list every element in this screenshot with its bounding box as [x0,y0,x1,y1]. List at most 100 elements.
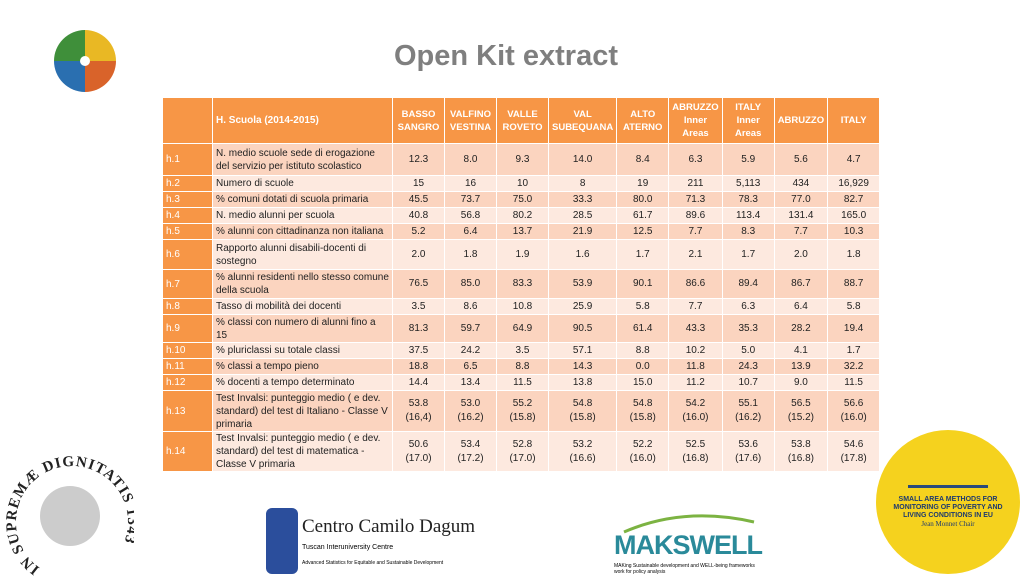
column-header-line: Inner [683,115,708,126]
row-id: h.9 [163,315,213,342]
value-cell: 52.5 (16.8) [669,432,723,471]
value-cell: 8 [549,176,618,191]
value-cell: 89.4 [722,270,775,298]
row-label: Test Invalsi: punteggio medio ( e dev. s… [213,432,393,471]
value-cell: 1.8 [828,240,881,269]
column-header-line: ATERNO [623,121,663,133]
value-cell: 4.7 [828,144,881,175]
value-cell: 11.8 [669,359,723,374]
dagum-logo: Centro Camilo Dagum Tuscan Interuniversi… [266,508,475,574]
value-cell: 6.5 [445,359,497,374]
value-sd: (16.2) [457,412,484,423]
column-header: ITALY Inner Areas [722,98,775,143]
value-cell: 1.8 [445,240,497,269]
value-mean: 52.2 [633,438,653,450]
value-cell: 24.3 [722,359,775,374]
value-cell: 113.4 [722,208,775,223]
value-cell: 37.5 [393,343,445,358]
value-cell: 15.0 [617,375,670,390]
makswell-logo: MAKSWELL MAKing Sustainable development … [614,510,764,575]
value-mean: 53.8 [791,438,811,450]
table-row: h.6 Rapporto alunni disabili-docenti di s… [163,240,881,269]
value-mean: 53.0 [460,398,481,409]
header-id-cell [163,98,213,143]
value-cell: 19.4 [828,315,881,342]
value-cell: 45.5 [393,192,445,207]
value-cell: 75.0 [497,192,549,207]
value-cell: 53.8 (16,4) [393,391,445,431]
value-sd: (17.0) [509,452,536,464]
value-cell: 13.4 [445,375,497,390]
value-cell: 5,113 [722,176,775,191]
value-cell: 52.2 (16.0) [617,432,670,471]
row-label: Test Invalsi: punteggio medio ( e dev. s… [213,391,393,431]
value-cell: 7.7 [669,299,723,314]
value-cell: 11.2 [669,375,723,390]
column-header-line: Areas [682,128,709,139]
value-cell: 14.3 [549,359,618,374]
value-cell: 53.2 (16.6) [549,432,618,471]
row-id: h.2 [163,176,213,191]
column-header: BASSO SANGRO [393,98,445,143]
column-header-line: ALTO [630,108,656,120]
value-cell: 28.5 [549,208,618,223]
top-left-logo [54,30,116,92]
value-cell: 80.0 [617,192,670,207]
row-label: N. medio scuole sede di erogazione del s… [213,144,393,175]
sam-text: SMALL AREA METHODS FOR MONITORING OF POV… [893,496,1003,519]
value-cell: 18.8 [393,359,445,374]
value-cell: 6.4 [774,299,829,314]
value-cell: 5.0 [722,343,775,358]
value-cell: 43.3 [669,315,723,342]
value-cell: 53.8 (16.8) [774,432,829,471]
column-header-line: ROVETO [502,121,543,133]
value-cell: 85.0 [445,270,497,298]
value-cell: 5.2 [393,224,445,239]
row-label: % classi a tempo pieno [213,359,393,374]
value-mean: 54.6 [843,438,864,450]
value-cell: 53.4 (17.2) [445,432,497,471]
value-mean: 55.2 [512,398,533,409]
value-cell: 19 [617,176,670,191]
value-cell: 90.1 [617,270,670,298]
value-sd: (15.8) [629,412,656,423]
value-cell: 10.2 [669,343,723,358]
column-header-line: SANGRO [397,121,440,133]
value-cell: 90.5 [549,315,618,342]
value-cell: 61.7 [617,208,670,223]
value-cell: 56.6 (16.0) [828,391,881,431]
value-sd: (15.2) [787,412,814,423]
column-header: VALLE ROVETO [497,98,549,143]
column-header-line: Areas [734,128,762,139]
value-cell: 55.1 (16.2) [722,391,775,431]
row-label: Rapporto alunni disabili-docenti di sost… [213,240,393,269]
column-header-line: VESTINA [449,121,492,133]
table-row: h.13 Test Invalsi: punteggio medio ( e de… [163,391,881,431]
value-cell: 8.8 [617,343,670,358]
value-cell: 5.6 [774,144,829,175]
table-row: h.5% alunni con cittadinanza non italian… [163,224,881,239]
value-cell: 55.2 (15.8) [497,391,549,431]
value-mean: 50.6 [408,438,429,450]
value-cell: 81.3 [393,315,445,342]
column-header: ALTO ATERNO [617,98,670,143]
makswell-sub: MAKing Sustainable development and WELL-… [614,563,755,575]
row-id: h.13 [163,391,213,431]
value-cell: 78.3 [722,192,775,207]
table-row: h.3% comuni dotati di scuola primaria 45.… [163,192,881,207]
small-area-methods-logo: SMALL AREA METHODS FOR MONITORING OF POV… [876,430,1020,574]
value-cell: 21.9 [549,224,618,239]
indicator-table: H. Scuola (2014-2015) BASSO SANGRO VALFINO V… [163,97,881,472]
table-row: h.8 Tasso di mobilità dei docenti 3.5 8.6 10… [163,299,881,314]
value-cell: 6.3 [669,144,723,175]
value-cell: 8.3 [722,224,775,239]
value-cell: 3.5 [393,299,445,314]
row-label: N. medio alunni per scuola [213,208,393,223]
value-cell: 28.2 [774,315,829,342]
value-cell: 3.5 [497,343,549,358]
value-cell: 80.2 [497,208,549,223]
dagum-mark [266,508,298,574]
table-row: h.1 N. medio scuole sede di erogazione de… [163,144,881,175]
value-cell: 6.3 [722,299,775,314]
column-header-line: ITALY [840,115,867,126]
